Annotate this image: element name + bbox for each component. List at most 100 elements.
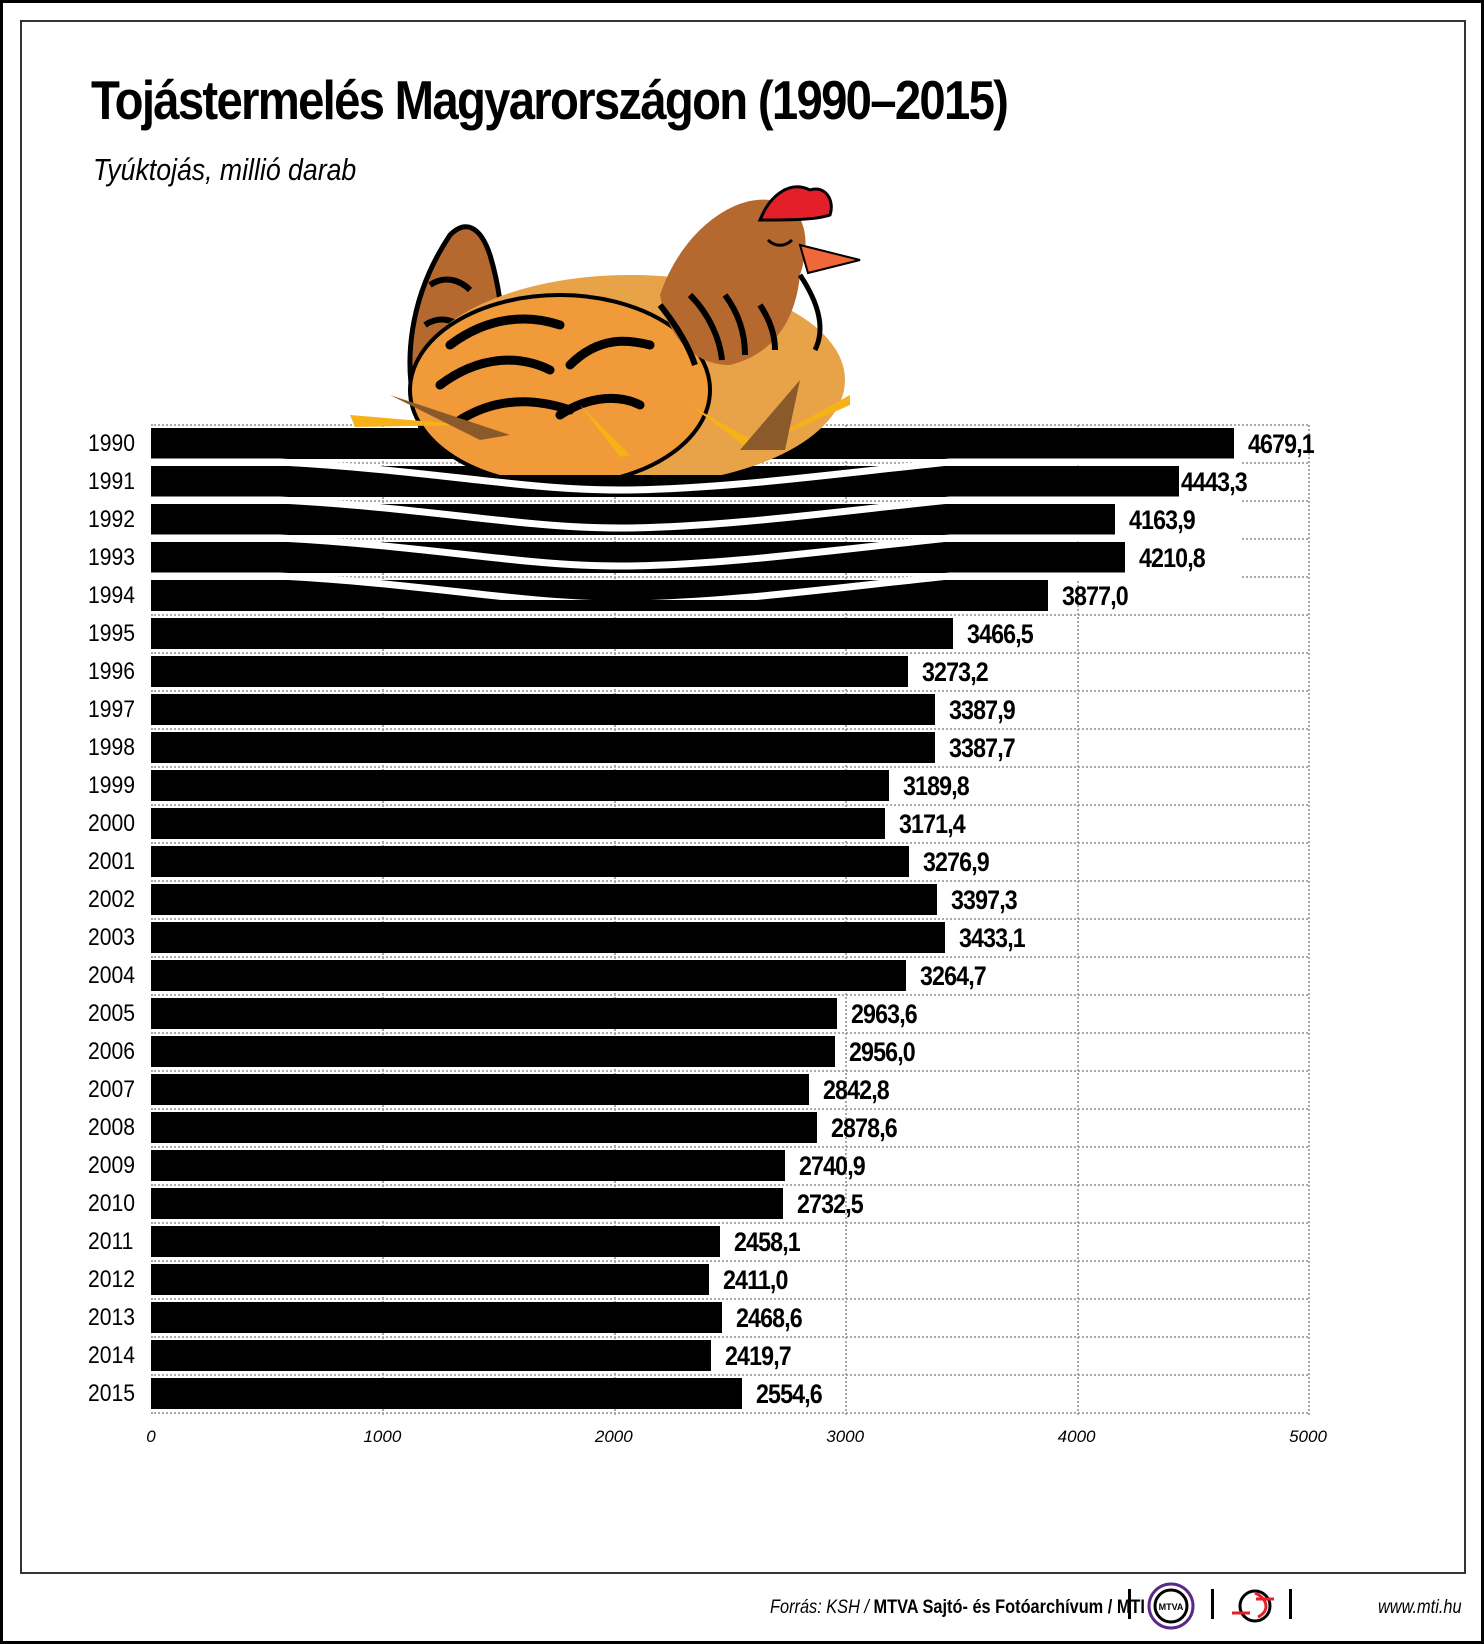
gridline-horizontal — [151, 690, 1308, 692]
value-label: 2419,7 — [724, 1341, 792, 1371]
year-label: 2001 — [88, 848, 135, 875]
year-label: 2008 — [88, 1114, 135, 1141]
source-credit: Forrás: KSH / MTVA Sajtó- és Fotóarchívu… — [770, 1597, 1145, 1618]
gridline-horizontal — [151, 538, 1308, 540]
year-label: 2003 — [88, 924, 135, 951]
year-label: 2000 — [88, 810, 135, 837]
bar — [151, 1264, 709, 1295]
gridline-horizontal — [151, 956, 1308, 958]
value-label: 3264,7 — [920, 961, 987, 991]
bar — [151, 580, 1049, 611]
bar — [151, 1150, 786, 1181]
bar — [151, 1036, 836, 1067]
gridline-horizontal — [151, 1374, 1308, 1376]
gridline-horizontal — [151, 842, 1308, 844]
gridline-vertical — [613, 425, 616, 1415]
bar — [151, 960, 907, 991]
gridline-vertical — [1308, 425, 1310, 1415]
x-axis-tick-label: 0 — [146, 1427, 156, 1446]
x-axis-tick-label: 1000 — [363, 1427, 402, 1446]
nest-wave-overlay — [151, 458, 1240, 600]
gridline-horizontal — [151, 1032, 1308, 1034]
gridline-horizontal — [151, 728, 1308, 730]
value-label: 2458,1 — [733, 1227, 801, 1257]
bar — [151, 808, 885, 839]
value-label: 3276,9 — [923, 847, 990, 877]
gridline-horizontal — [151, 1298, 1308, 1300]
separator — [1211, 1589, 1214, 1619]
value-label: 2732,5 — [797, 1189, 864, 1219]
chart-subtitle: Tyúktojás, millió darab — [93, 152, 357, 187]
value-label: 3273,2 — [922, 657, 989, 687]
svg-text:MTVA: MTVA — [1159, 1602, 1184, 1612]
bar — [151, 1226, 720, 1257]
gridline-horizontal — [151, 500, 1308, 502]
year-label: 1996 — [88, 658, 135, 685]
bar — [151, 922, 946, 953]
bar — [151, 1340, 711, 1371]
footer: Forrás: KSH / MTVA Sajtó- és Fotóarchívu… — [0, 1582, 1484, 1630]
chart-title: Tojástermelés Magyarországon (1990–2015) — [91, 69, 1009, 131]
gridline-horizontal — [151, 1184, 1308, 1186]
year-label: 2005 — [88, 1000, 135, 1027]
value-label: 2842,8 — [822, 1075, 890, 1105]
gridline-horizontal — [151, 652, 1308, 654]
year-label: 1997 — [88, 696, 135, 723]
value-label: 2963,6 — [850, 999, 918, 1029]
value-label: 2411,0 — [722, 1265, 788, 1295]
gridline-horizontal — [151, 804, 1308, 806]
separator — [1289, 1589, 1292, 1619]
bar — [151, 618, 954, 649]
bar — [151, 1302, 723, 1333]
gridline-horizontal — [151, 766, 1308, 768]
gridline-horizontal — [151, 576, 1308, 578]
website-link[interactable]: www.mti.hu — [1378, 1597, 1462, 1618]
year-label: 2004 — [88, 962, 135, 989]
year-label: 2013 — [88, 1304, 135, 1331]
year-label: 2015 — [88, 1380, 135, 1407]
value-label: 4163,9 — [1128, 505, 1196, 535]
gridline-horizontal — [151, 880, 1308, 882]
year-label: 2007 — [88, 1076, 135, 1103]
year-label: 1990 — [88, 430, 135, 457]
x-axis-tick-label: 4000 — [1057, 1427, 1096, 1446]
year-label: 1991 — [88, 468, 135, 495]
year-label: 2012 — [88, 1266, 135, 1293]
gridline-horizontal — [151, 1108, 1308, 1110]
year-label: 1998 — [88, 734, 135, 761]
gridline-horizontal — [151, 1260, 1308, 1262]
bar — [151, 1378, 743, 1409]
gridline-vertical — [845, 425, 848, 1415]
gridline-horizontal — [151, 994, 1308, 996]
mti-logo-icon — [1232, 1589, 1274, 1623]
value-label: 3189,8 — [903, 771, 970, 801]
bar — [151, 770, 890, 801]
gridline-horizontal — [151, 1146, 1308, 1148]
bar — [151, 656, 909, 687]
value-label: 2554,6 — [756, 1379, 823, 1409]
gridline-horizontal — [151, 1070, 1308, 1072]
year-label: 2011 — [88, 1228, 134, 1255]
bar — [151, 1112, 818, 1143]
bar — [151, 1188, 784, 1219]
gridline-vertical — [382, 425, 385, 1415]
separator — [1128, 1589, 1131, 1619]
gridline-horizontal — [151, 1412, 1308, 1414]
bar — [151, 998, 837, 1029]
year-label: 1993 — [88, 544, 135, 571]
year-label: 1995 — [88, 620, 135, 647]
mtva-logo-icon: MTVA — [1147, 1582, 1195, 1630]
gridline-horizontal — [151, 1222, 1308, 1224]
bar — [151, 694, 935, 725]
value-label: 3387,7 — [948, 733, 1016, 763]
value-label: 3171,4 — [898, 809, 966, 839]
x-axis-tick-label: 3000 — [826, 1427, 865, 1446]
gridline-horizontal — [151, 614, 1308, 616]
value-label: 3466,5 — [967, 619, 1034, 649]
bar — [151, 884, 938, 915]
value-label: 3387,9 — [948, 695, 1016, 725]
year-label: 2006 — [88, 1038, 135, 1065]
bar — [151, 732, 935, 763]
value-label: 2740,9 — [799, 1151, 866, 1181]
